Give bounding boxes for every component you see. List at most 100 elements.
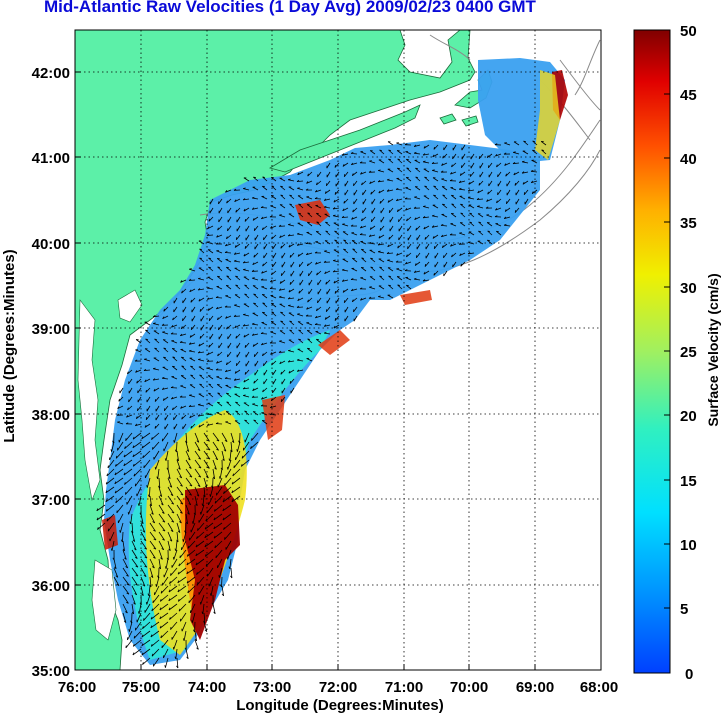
velocity-arrow bbox=[279, 234, 286, 239]
velocity-arrow bbox=[487, 189, 493, 195]
velocity-arrow bbox=[297, 359, 304, 362]
y-tick-label: 36:00 bbox=[32, 578, 70, 595]
velocity-arrow bbox=[173, 639, 178, 650]
velocity-arrow-head bbox=[207, 308, 210, 311]
velocity-arrow bbox=[131, 531, 136, 542]
velocity-arrow-head bbox=[250, 446, 252, 449]
velocity-arrow bbox=[181, 288, 187, 294]
velocity-arrow bbox=[244, 369, 250, 375]
velocity-arrow bbox=[326, 288, 331, 295]
velocity-arrow bbox=[216, 234, 223, 238]
velocity-arrow-head bbox=[212, 476, 215, 480]
velocity-arrow bbox=[226, 401, 232, 407]
velocity-arrow bbox=[143, 459, 151, 469]
velocity-arrow-head bbox=[150, 634, 153, 638]
velocity-arrow bbox=[123, 468, 133, 476]
velocity-arrow-head bbox=[135, 583, 138, 586]
velocity-arrow-head bbox=[162, 398, 165, 401]
velocity-arrow-head bbox=[378, 295, 381, 297]
velocity-arrow-head bbox=[260, 404, 264, 407]
velocity-arrow bbox=[176, 486, 184, 496]
velocity-arrow bbox=[207, 249, 214, 254]
velocity-arrow-head bbox=[164, 665, 166, 668]
velocity-arrow bbox=[199, 257, 205, 263]
velocity-arrow-head bbox=[261, 216, 264, 220]
velocity-arrow bbox=[180, 333, 187, 337]
velocity-arrow-head bbox=[168, 548, 171, 551]
velocity-arrow-head bbox=[225, 362, 228, 365]
velocity-arrow bbox=[141, 648, 151, 656]
velocity-arrow-head bbox=[306, 181, 309, 184]
velocity-arrow bbox=[227, 549, 232, 560]
velocity-arrow bbox=[203, 468, 209, 479]
velocity-arrow-head bbox=[126, 574, 129, 577]
velocity-arrow bbox=[442, 153, 448, 159]
velocity-arrow-head bbox=[205, 518, 207, 522]
velocity-arrow bbox=[371, 198, 376, 205]
velocity-arrow bbox=[216, 258, 223, 263]
velocity-arrow bbox=[396, 276, 403, 281]
velocity-arrow-head bbox=[199, 383, 202, 385]
velocity-arrow bbox=[459, 252, 466, 256]
velocity-arrow bbox=[405, 177, 412, 182]
velocity-arrow-head bbox=[260, 332, 264, 334]
velocity-arrow-head bbox=[503, 216, 507, 219]
velocity-arrow-head bbox=[513, 172, 516, 176]
velocity-arrow-head bbox=[306, 252, 309, 256]
velocity-arrow-head bbox=[179, 395, 183, 398]
velocity-arrow bbox=[279, 279, 286, 284]
velocity-arrow-head bbox=[244, 345, 246, 348]
velocity-arrow bbox=[151, 648, 160, 657]
velocity-arrow-head bbox=[204, 535, 207, 538]
velocity-arrow-head bbox=[334, 230, 337, 232]
velocity-arrow-head bbox=[180, 493, 184, 496]
velocity-arrow-head bbox=[378, 190, 381, 194]
velocity-arrow bbox=[468, 252, 475, 255]
velocity-arrow bbox=[198, 423, 205, 428]
velocity-arrow bbox=[270, 405, 277, 409]
velocity-arrow-head bbox=[278, 295, 282, 298]
velocity-arrow bbox=[159, 621, 169, 629]
velocity-arrow-head bbox=[235, 335, 237, 339]
velocity-arrow-head bbox=[150, 575, 154, 578]
velocity-arrow bbox=[289, 252, 295, 258]
velocity-arrow bbox=[149, 531, 157, 541]
velocity-arrow-head bbox=[172, 407, 174, 411]
velocity-arrow bbox=[189, 414, 196, 419]
velocity-arrow bbox=[387, 189, 394, 192]
velocity-arrow bbox=[233, 315, 241, 317]
velocity-arrow-head bbox=[541, 149, 545, 151]
velocity-arrow bbox=[442, 203, 448, 209]
velocity-arrow bbox=[181, 356, 187, 362]
velocity-arrow-head bbox=[441, 163, 444, 166]
velocity-arrow bbox=[388, 234, 394, 240]
velocity-arrow-head bbox=[190, 299, 192, 303]
velocity-arrow-head bbox=[325, 230, 329, 232]
velocity-arrow-head bbox=[221, 593, 224, 597]
velocity-arrow bbox=[306, 330, 313, 335]
velocity-arrow-head bbox=[230, 575, 233, 579]
velocity-arrow bbox=[513, 171, 520, 176]
velocity-arrow bbox=[128, 504, 133, 515]
velocity-arrow bbox=[230, 441, 233, 453]
velocity-vectors bbox=[96, 140, 547, 669]
velocity-arrow bbox=[432, 177, 439, 182]
velocity-arrow bbox=[344, 180, 349, 187]
velocity-arrow-head bbox=[388, 284, 391, 286]
velocity-arrow-head bbox=[123, 620, 127, 623]
colorbar-tick-label: 20 bbox=[680, 408, 697, 425]
velocity-arrow bbox=[225, 189, 232, 193]
velocity-arrow bbox=[378, 285, 385, 290]
velocity-arrow-head bbox=[170, 386, 174, 388]
velocity-arrow bbox=[361, 180, 367, 186]
velocity-arrow-head bbox=[208, 383, 212, 385]
velocity-arrow bbox=[423, 206, 430, 209]
velocity-arrow bbox=[158, 540, 165, 550]
velocity-arrow bbox=[173, 306, 178, 313]
velocity-arrow bbox=[117, 441, 124, 451]
velocity-arrow bbox=[236, 351, 241, 358]
velocity-arrow-head bbox=[316, 182, 318, 186]
velocity-arrow bbox=[243, 402, 250, 407]
velocity-arrow bbox=[333, 324, 340, 329]
velocity-arrow bbox=[451, 194, 457, 200]
